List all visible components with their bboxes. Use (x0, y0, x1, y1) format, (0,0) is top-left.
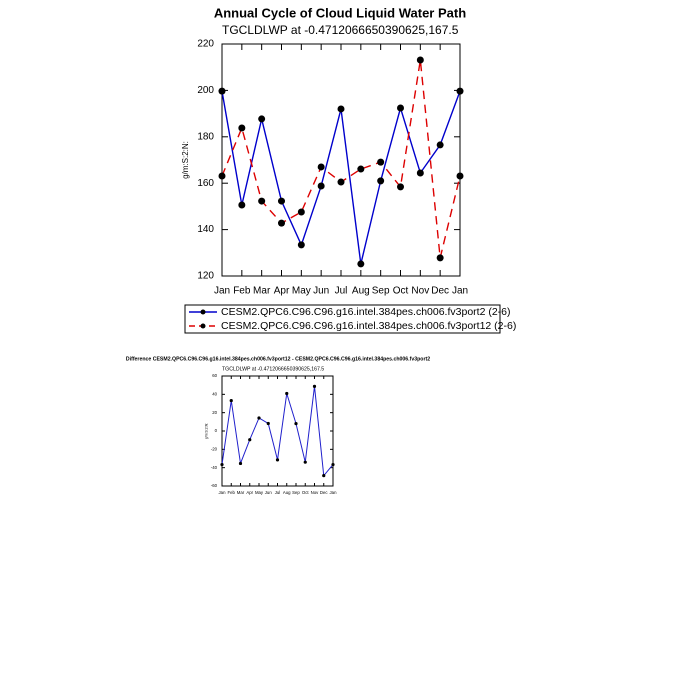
legend-marker (200, 309, 206, 315)
x-tick-label: Nov (411, 286, 429, 297)
chart-subtitle: TGCLDLWP at -0.4712066650390625,167.5 (222, 23, 459, 37)
y-tick-label: 200 (197, 85, 214, 96)
chart-title: Difference CESM2.QPC6.C96.C96.g16.intel.… (126, 356, 430, 362)
y-tick-label: 20 (212, 410, 217, 415)
data-point (229, 398, 233, 403)
y-tick-label: 220 (197, 39, 214, 50)
x-tick-label: Nov (311, 490, 319, 495)
x-tick-label: Aug (352, 286, 370, 297)
x-tick-label: Apr (246, 490, 253, 495)
x-tick-label: Mar (253, 286, 271, 297)
x-tick-label: Jul (275, 490, 281, 495)
series-line (221, 386, 334, 477)
y-axis-label: g/m:S:2:N: (204, 423, 208, 439)
data-point (294, 421, 298, 426)
data-point (285, 391, 289, 396)
x-tick-label: Feb (233, 286, 251, 297)
data-point (377, 158, 385, 166)
data-point (397, 104, 404, 112)
x-tick-label: Feb (228, 490, 236, 495)
chart-subtitle: TGCLDLWP at -0.4712066650390625,167.5 (222, 366, 324, 372)
y-tick-label: 0 (215, 428, 218, 433)
data-point (266, 421, 270, 426)
x-tick-label: Jan (219, 490, 227, 495)
y-tick-label: -40 (211, 465, 218, 470)
data-point (317, 163, 325, 171)
x-tick-label: Jun (265, 490, 273, 495)
x-tick-label: Sep (372, 286, 390, 297)
y-tick-label: -20 (211, 446, 218, 451)
x-tick-label: Jan (214, 286, 230, 297)
x-tick-label: Oct (302, 490, 309, 495)
x-tick-label: Dec (320, 490, 328, 495)
data-point (220, 462, 224, 467)
y-tick-label: 180 (197, 131, 214, 142)
data-point (416, 169, 424, 177)
legend-label: CESM2.QPC6.C96.C96.g16.intel.384pes.ch00… (221, 306, 511, 318)
legend-marker (200, 323, 206, 329)
data-point (322, 474, 326, 478)
x-tick-label: Oct (393, 286, 409, 297)
x-tick-label: Aug (283, 490, 291, 495)
x-tick-label: Jan (330, 490, 338, 495)
x-tick-label: Jan (452, 286, 468, 297)
data-point (456, 87, 464, 95)
series-line (221, 59, 461, 259)
data-point (258, 115, 266, 123)
plot-frame (221, 43, 461, 277)
data-point (456, 172, 464, 180)
y-tick-label: -60 (211, 483, 218, 488)
data-point (331, 462, 335, 467)
data-point (416, 56, 424, 64)
x-tick-label: May (292, 286, 311, 297)
data-point (436, 254, 444, 262)
data-point (303, 460, 307, 464)
y-tick-label: 60 (212, 373, 217, 378)
data-point (238, 461, 243, 466)
data-point (397, 183, 404, 191)
y-tick-label: 120 (197, 271, 214, 282)
x-tick-label: Mar (237, 490, 245, 495)
data-point (238, 201, 246, 209)
x-tick-label: Sep (292, 490, 300, 495)
x-tick-label: Jul (335, 286, 348, 297)
data-point (275, 458, 280, 462)
legend-box (184, 304, 501, 334)
data-point (357, 260, 365, 268)
data-point (248, 438, 252, 442)
x-tick-label: Dec (431, 286, 449, 297)
legend-label: CESM2.QPC6.C96.C96.g16.intel.384pes.ch00… (221, 320, 516, 332)
x-tick-label: May (255, 490, 264, 495)
data-point (317, 182, 325, 190)
data-point (278, 219, 285, 227)
series-line (221, 90, 461, 265)
data-point (312, 384, 317, 388)
data-point (258, 197, 266, 205)
data-point (297, 208, 305, 216)
data-point (218, 172, 226, 180)
y-tick-label: 140 (197, 224, 214, 235)
data-point (357, 165, 365, 173)
x-tick-label: Jun (313, 286, 329, 297)
data-point (436, 141, 444, 149)
x-tick-label: Apr (274, 286, 290, 297)
data-point (337, 178, 345, 186)
y-tick-label: 160 (197, 178, 214, 189)
chart-title: Annual Cycle of Cloud Liquid Water Path (214, 5, 466, 20)
data-point (377, 177, 385, 185)
data-point (337, 105, 345, 113)
data-point (297, 241, 305, 249)
data-point (278, 197, 285, 205)
data-point (238, 124, 246, 132)
data-point (257, 416, 261, 420)
y-tick-label: 40 (212, 391, 217, 396)
data-point (218, 87, 226, 95)
plot-frame (221, 375, 334, 487)
y-axis-label: g/m:S:2:N: (181, 141, 190, 179)
